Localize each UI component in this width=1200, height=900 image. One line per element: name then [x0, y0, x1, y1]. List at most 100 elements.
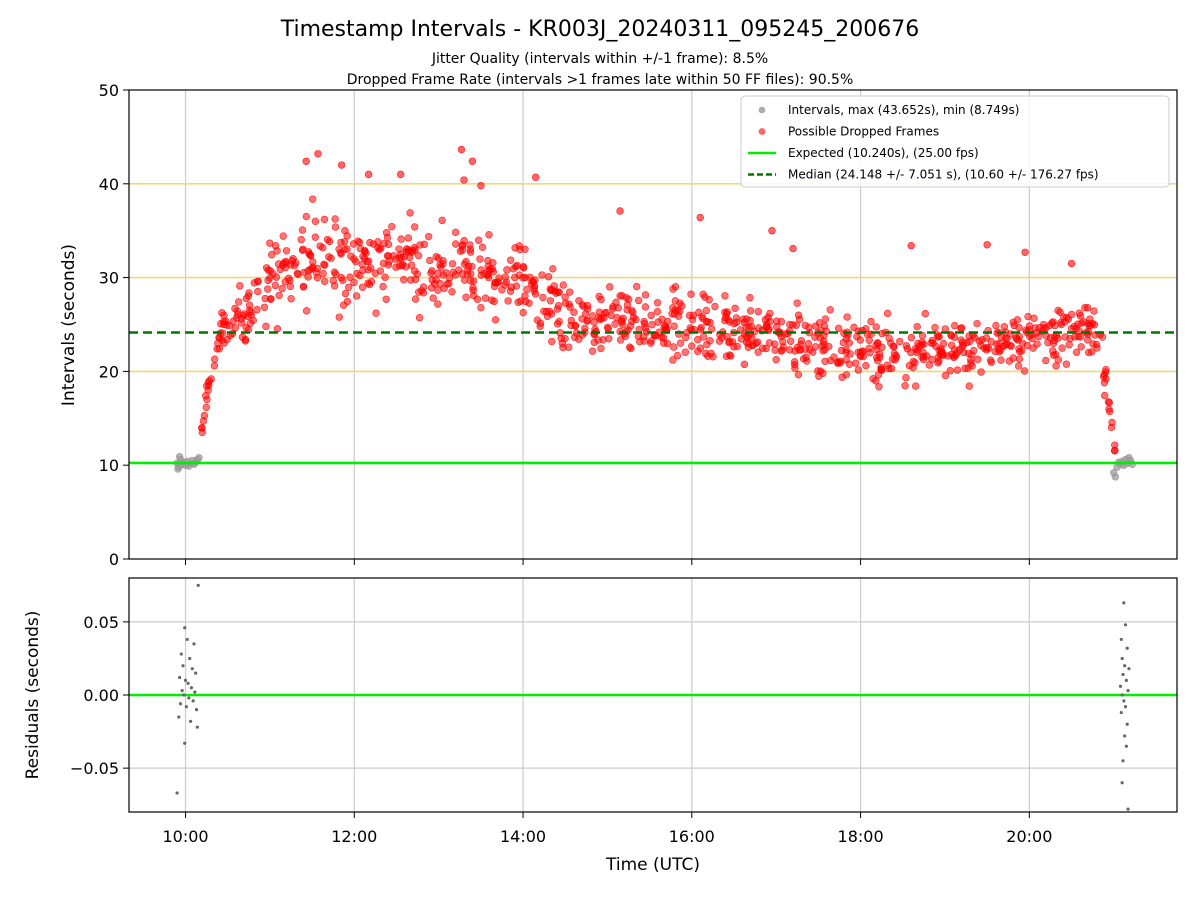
top-y-tick-label: 30: [99, 269, 119, 288]
residual-point: [1119, 637, 1123, 642]
dropped-frame-point: [786, 337, 795, 345]
dropped-frame-point: [794, 370, 803, 379]
dropped-frame-point: [711, 302, 719, 311]
dropped-frame-point: [407, 276, 415, 284]
dropped-frame-point: [451, 240, 460, 248]
dropped-frame-point: [469, 277, 478, 285]
dropped-frame-point: [397, 235, 405, 243]
dropped-frame-point: [264, 285, 272, 293]
dropped-frame-point: [632, 282, 641, 291]
residual-point: [1127, 667, 1131, 671]
residual-point: [1123, 664, 1127, 668]
dropped-frame-point: [982, 334, 991, 342]
dropped-frame-point: [793, 299, 801, 307]
dropped-frame-point: [663, 339, 672, 348]
dropped-frame-point: [242, 294, 251, 303]
dropped-frame-point: [1012, 335, 1021, 343]
dropped-frame-point: [364, 266, 372, 274]
top-y-tick-label: 20: [99, 362, 119, 381]
residual-point: [1123, 705, 1128, 709]
dropped-frame-point: [986, 356, 995, 364]
dropped-frame-point: [273, 325, 282, 333]
dropped-frame-point: [581, 310, 590, 318]
dropped-frame-point: [382, 295, 390, 303]
dropped-frame-point: [434, 300, 442, 308]
legend-intervals-marker: [758, 106, 766, 114]
dropped-frame-point: [382, 228, 391, 237]
residual-point: [1124, 678, 1128, 682]
dropped-frame-point: [513, 261, 521, 270]
dropped-frame-point: [202, 382, 211, 390]
dropped-frame-point: [826, 306, 834, 314]
dropped-frame-point: [843, 313, 851, 321]
residual-point: [195, 725, 199, 729]
dropped-frame-point: [1102, 366, 1110, 374]
dropped-frame-point: [1074, 332, 1083, 341]
dropped-frame-point: [313, 273, 322, 282]
dropped-frame-point: [345, 283, 353, 291]
dropped-frame-point: [309, 258, 317, 266]
dropped-frame-point: [352, 257, 360, 266]
dropped-frame-point: [365, 280, 374, 289]
residual-point: [186, 681, 190, 685]
dropped-frame-point: [725, 351, 734, 359]
dropped-frame-point: [358, 260, 366, 269]
dropped-frame-point: [777, 347, 785, 355]
dropped-frame-point: [959, 348, 968, 357]
dropped-frame-point: [845, 360, 854, 368]
dropped-frame-point: [327, 254, 335, 262]
residual-point: [193, 690, 197, 694]
dropped-frame-point: [653, 299, 662, 307]
dropped-frame-point: [414, 251, 423, 260]
dropped-frame-point: [742, 323, 751, 331]
dropped-frame-point: [733, 342, 742, 351]
dropped-frame-point: [883, 361, 892, 369]
dropped-frame-point: [676, 299, 684, 307]
dropped-frame-point: [467, 270, 475, 278]
dropped-frame-point: [302, 212, 311, 221]
dropped-frame-point: [761, 316, 770, 324]
dropped-frame-point: [241, 337, 250, 345]
dropped-frame-point: [842, 345, 850, 354]
dropped-frame-point: [410, 223, 419, 231]
top-plot-frame: [128, 89, 1178, 560]
dropped-frame-point: [530, 287, 539, 295]
dropped-frame-point: [271, 281, 280, 290]
residual-point: [183, 741, 187, 745]
dropped-frame-point: [854, 366, 862, 374]
bottom-y-axis-label: Residuals (seconds): [23, 611, 43, 780]
interval-point: [1111, 473, 1120, 481]
dropped-frame-point: [759, 344, 767, 352]
dropped-frame-point: [477, 181, 485, 190]
dropped-frame-point: [528, 277, 537, 286]
residual-point: [196, 583, 200, 587]
dropped-frame-point: [878, 343, 886, 351]
residual-point: [1120, 781, 1124, 785]
dropped-frame-point: [852, 359, 860, 367]
dropped-frame-point: [647, 311, 655, 320]
dropped-frame-point: [355, 238, 364, 247]
legend-label: Expected (10.240s), (25.00 fps): [788, 146, 979, 160]
dropped-frame-point: [640, 332, 648, 341]
residual-point: [1124, 744, 1128, 748]
dropped-frame-point: [921, 309, 929, 318]
residual-point: [179, 652, 183, 656]
dropped-frame-point: [816, 367, 825, 375]
dropped-frame-point: [634, 296, 643, 305]
dropped-frame-point: [950, 333, 959, 341]
dropped-frame-point: [721, 308, 729, 316]
dropped-frame-point: [597, 344, 605, 353]
dropped-frame-point: [660, 323, 668, 331]
dropped-frame-point: [693, 335, 702, 344]
dropped-frame-point: [330, 268, 339, 276]
dropped-frame-point: [383, 252, 392, 260]
residual-point: [1121, 759, 1125, 763]
dropped-frame-point: [1021, 248, 1029, 256]
dropped-frame-point: [478, 243, 487, 252]
dropped-frame-point: [330, 282, 339, 290]
dropped-frame-point: [546, 297, 555, 305]
residual-point: [185, 637, 189, 642]
dropped-frame-point: [477, 271, 485, 279]
dropped-frame-point: [234, 311, 242, 319]
x-axis-label: Time (UTC): [605, 855, 700, 875]
